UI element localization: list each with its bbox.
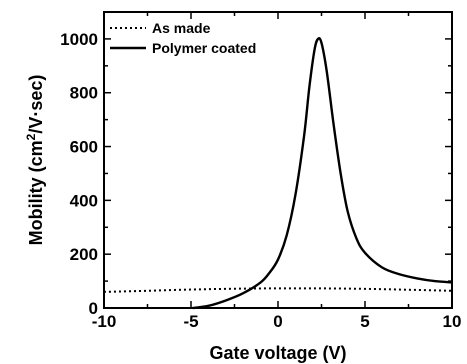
x-axis-title: Gate voltage (V) xyxy=(209,343,346,363)
series-line-as-made xyxy=(103,287,453,293)
x-tick-label: 10 xyxy=(443,312,462,331)
y-axis-title-prefix: Mobility (cm xyxy=(26,140,46,245)
y-axis-title-suffix: /V·sec) xyxy=(26,75,46,134)
legend-label-polymer-coated: Polymer coated xyxy=(152,40,256,56)
y-tick-label: 400 xyxy=(70,191,98,210)
x-tick-label: 5 xyxy=(360,312,369,331)
x-axis-ticks: -10 -5 0 5 10 xyxy=(92,12,462,331)
y-tick-label: 1000 xyxy=(60,30,98,49)
y-axis-ticks: 0 200 400 600 800 1000 xyxy=(60,11,452,318)
y-tick-label: 200 xyxy=(70,245,98,264)
plot-area: -10 -5 0 5 10 0 200 400 600 800 1000 xyxy=(60,11,462,331)
plot-frame xyxy=(103,11,453,309)
y-tick-label: 0 xyxy=(89,299,98,318)
x-tick-label: -10 xyxy=(92,312,117,331)
x-tick-label: 0 xyxy=(273,312,282,331)
legend: As made Polymer coated xyxy=(110,20,256,56)
legend-label-as-made: As made xyxy=(152,20,211,36)
y-tick-label: 800 xyxy=(70,84,98,103)
x-tick-label: -5 xyxy=(183,312,198,331)
y-tick-label: 600 xyxy=(70,138,98,157)
y-axis-title: Mobility (cm2/V·sec) xyxy=(24,75,46,246)
series-layer xyxy=(103,37,453,310)
y-axis-title-superscript: 2 xyxy=(24,133,38,140)
series-line-polymer-coated xyxy=(192,37,453,310)
